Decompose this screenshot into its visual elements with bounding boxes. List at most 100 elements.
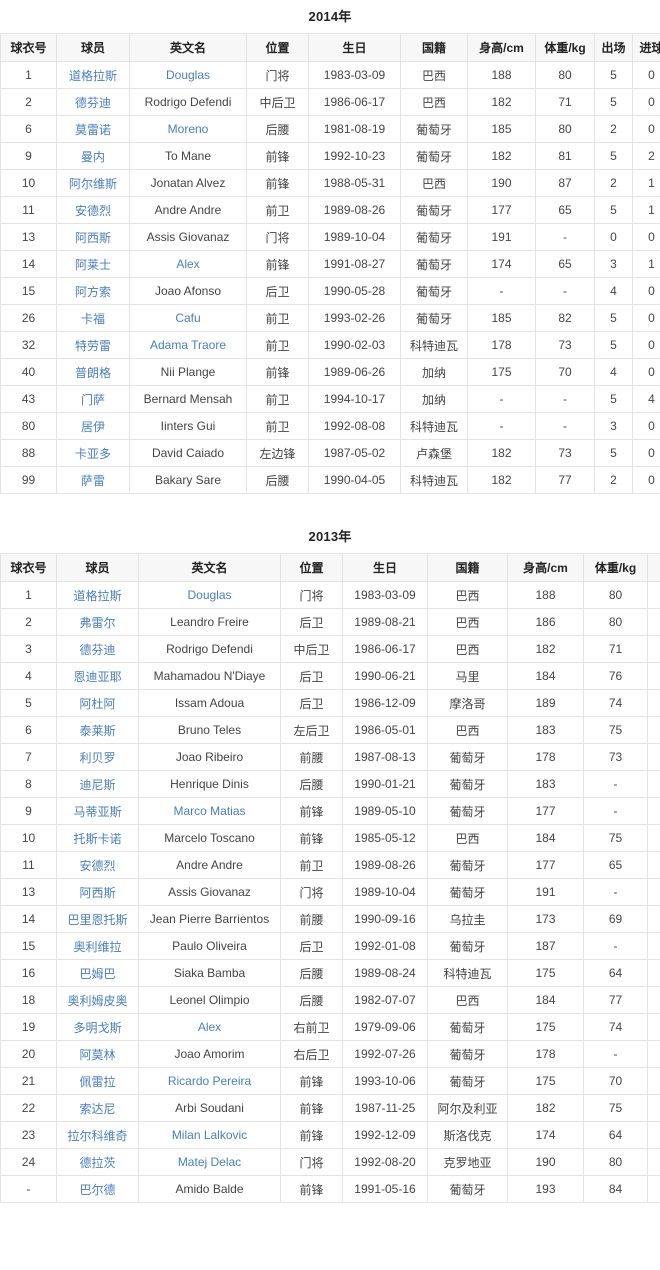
player-link[interactable]: 阿尔维斯	[68, 176, 117, 191]
player-link[interactable]: 泰莱斯	[79, 723, 116, 738]
player-link[interactable]: 索达尼	[79, 1101, 116, 1116]
player-link-cell[interactable]: 奥利维拉	[56, 932, 139, 960]
player-link-cell[interactable]: 奥利姆皮奥	[56, 986, 139, 1014]
player-link[interactable]: 利贝罗	[79, 750, 116, 765]
player-link-cell[interactable]: Alex	[129, 250, 247, 278]
player-link-cell[interactable]: 阿西斯	[56, 223, 130, 251]
player-link[interactable]: 弗雷尔	[79, 615, 116, 630]
player-link[interactable]: Ricardo Pereira	[167, 1074, 252, 1088]
player-link[interactable]: 奥利姆皮奥	[67, 993, 128, 1008]
player-link[interactable]: 安德烈	[74, 203, 111, 218]
player-link-cell[interactable]: 卡亚多	[56, 439, 130, 467]
player-link[interactable]: 巴里恩托斯	[67, 912, 128, 927]
player-link-cell[interactable]: 道格拉斯	[56, 581, 139, 609]
player-link-cell[interactable]: 特劳雷	[56, 331, 130, 359]
player-link[interactable]: 阿西斯	[79, 885, 116, 900]
player-link-cell[interactable]: 阿西斯	[56, 878, 139, 906]
player-link-cell[interactable]: 多明戈斯	[56, 1013, 139, 1041]
player-link-cell[interactable]: 阿杜阿	[56, 689, 139, 717]
player-link[interactable]: 拉尔科维奇	[67, 1128, 128, 1143]
player-link-cell[interactable]: Adama Traore	[129, 331, 247, 359]
player-link[interactable]: 阿方索	[74, 284, 111, 299]
player-link[interactable]: 奥利维拉	[73, 939, 122, 954]
player-link-cell[interactable]: 利贝罗	[56, 743, 139, 771]
player-link-cell[interactable]: Matej Delac	[138, 1148, 281, 1176]
player-link[interactable]: 道格拉斯	[73, 588, 122, 603]
player-link-cell[interactable]: 门萨	[56, 385, 130, 413]
player-link[interactable]: 门萨	[80, 392, 105, 407]
player-link-cell[interactable]: 德芬迪	[56, 635, 139, 663]
player-link-cell[interactable]: Marco Matias	[138, 797, 281, 825]
player-link-cell[interactable]: Alex	[138, 1013, 281, 1041]
player-link[interactable]: Cafu	[175, 311, 201, 325]
player-link-cell[interactable]: 安德烈	[56, 196, 130, 224]
player-link-cell[interactable]: 巴姆巴	[56, 959, 139, 987]
player-link[interactable]: 迪尼斯	[79, 777, 116, 792]
player-link-cell[interactable]: 拉尔科维奇	[56, 1121, 139, 1149]
player-link-cell[interactable]: 阿尔维斯	[56, 169, 130, 197]
player-link[interactable]: Alex	[197, 1020, 222, 1034]
player-link-cell[interactable]: 泰莱斯	[56, 716, 139, 744]
player-link-cell[interactable]: 德芬迪	[56, 88, 130, 116]
player-link-cell[interactable]: 巴尔德	[56, 1175, 139, 1203]
player-link[interactable]: 安德烈	[79, 858, 116, 873]
player-link-cell[interactable]: Moreno	[129, 115, 247, 143]
player-link[interactable]: 阿莱士	[74, 257, 111, 272]
player-link-cell[interactable]: 居伊	[56, 412, 130, 440]
player-link-cell[interactable]: Douglas	[138, 581, 281, 609]
player-link[interactable]: 多明戈斯	[73, 1020, 122, 1035]
player-link-cell[interactable]: 道格拉斯	[56, 61, 130, 89]
player-link-cell[interactable]: 迪尼斯	[56, 770, 139, 798]
player-link-cell[interactable]: Cafu	[129, 304, 247, 332]
player-link[interactable]: 萨雷	[80, 473, 105, 488]
player-link-cell[interactable]: 萨雷	[56, 466, 130, 494]
player-link[interactable]: 阿杜阿	[79, 696, 116, 711]
player-link[interactable]: Milan Lalkovic	[171, 1128, 248, 1142]
player-link[interactable]: 曼内	[80, 149, 105, 164]
player-link-cell[interactable]: Ricardo Pereira	[138, 1067, 281, 1095]
player-link-cell[interactable]: 弗雷尔	[56, 608, 139, 636]
player-link[interactable]: 德芬迪	[74, 95, 111, 110]
player-link-cell[interactable]: Milan Lalkovic	[138, 1121, 281, 1149]
player-link[interactable]: 托斯卡诺	[73, 831, 122, 846]
player-link-cell[interactable]: 马蒂亚斯	[56, 797, 139, 825]
player-link[interactable]: 恩迪亚耶	[73, 669, 122, 684]
player-link-cell[interactable]: 曼内	[56, 142, 130, 170]
player-link[interactable]: Douglas	[165, 68, 211, 82]
player-link-cell[interactable]: 巴里恩托斯	[56, 905, 139, 933]
player-link[interactable]: 德芬迪	[79, 642, 116, 657]
player-link-cell[interactable]: 普朗格	[56, 358, 130, 386]
player-link[interactable]: Adama Traore	[149, 338, 227, 352]
player-link[interactable]: 道格拉斯	[68, 68, 117, 83]
player-link[interactable]: Matej Delac	[177, 1155, 242, 1169]
player-link[interactable]: 阿西斯	[74, 230, 111, 245]
player-link[interactable]: 莫雷诺	[74, 122, 111, 137]
player-link-cell[interactable]: Douglas	[129, 61, 247, 89]
player-link[interactable]: 卡福	[80, 311, 105, 326]
player-link[interactable]: 普朗格	[74, 365, 111, 380]
player-link-cell[interactable]: 索达尼	[56, 1094, 139, 1122]
player-link-cell[interactable]: 佩雷拉	[56, 1067, 139, 1095]
player-link-cell[interactable]: 安德烈	[56, 851, 139, 879]
player-link[interactable]: Moreno	[167, 122, 209, 136]
player-link[interactable]: 特劳雷	[74, 338, 111, 353]
player-link[interactable]: 阿莫林	[79, 1047, 116, 1062]
player-link-cell[interactable]: 德拉茨	[56, 1148, 139, 1176]
player-link[interactable]: 居伊	[80, 419, 105, 434]
player-link[interactable]: 卡亚多	[74, 446, 111, 461]
player-link[interactable]: 巴姆巴	[79, 966, 116, 981]
player-link-cell[interactable]: 阿莫林	[56, 1040, 139, 1068]
player-link-cell[interactable]: 卡福	[56, 304, 130, 332]
player-link[interactable]: 德拉茨	[79, 1155, 116, 1170]
player-link-cell[interactable]: 阿方索	[56, 277, 130, 305]
player-link-cell[interactable]: 托斯卡诺	[56, 824, 139, 852]
player-link[interactable]: Alex	[176, 257, 200, 271]
player-link-cell[interactable]: 莫雷诺	[56, 115, 130, 143]
player-link-cell[interactable]: 阿莱士	[56, 250, 130, 278]
player-link[interactable]: 佩雷拉	[79, 1074, 116, 1089]
player-link[interactable]: 马蒂亚斯	[73, 804, 122, 819]
player-link[interactable]: Douglas	[187, 588, 232, 602]
player-link[interactable]: Marco Matias	[173, 804, 246, 818]
player-link-cell[interactable]: 恩迪亚耶	[56, 662, 139, 690]
player-link[interactable]: 巴尔德	[79, 1182, 116, 1197]
